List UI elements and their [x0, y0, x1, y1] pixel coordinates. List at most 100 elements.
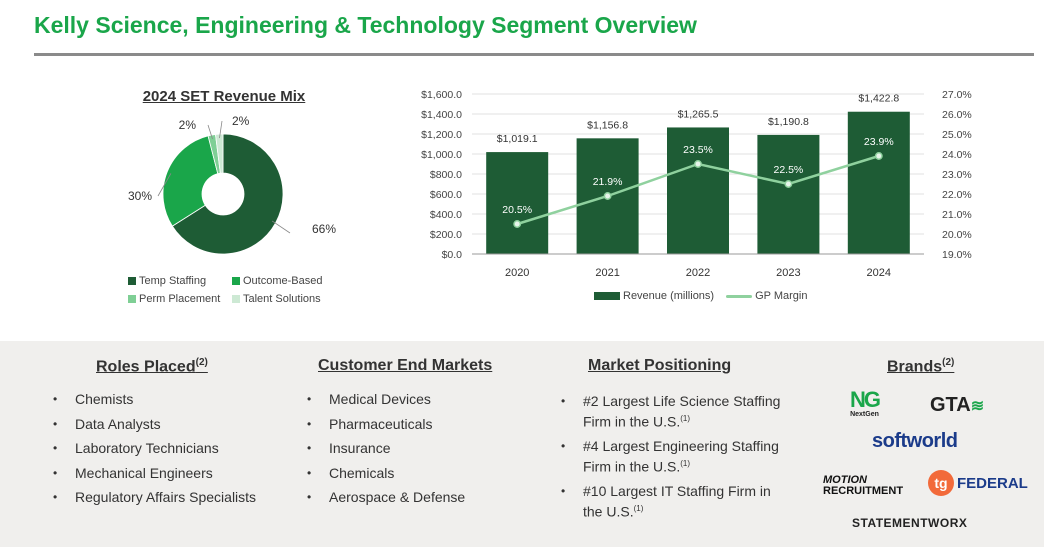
gp-margin-data-label: 23.5% — [683, 144, 713, 156]
x-tick-label: 2021 — [595, 267, 619, 279]
legend-label: GP Margin — [755, 290, 808, 302]
pie-slice-talent-solutions — [215, 133, 224, 174]
customer-end-markets-header: Customer End Markets — [318, 357, 493, 374]
y2-tick-label: 23.0% — [942, 169, 972, 181]
legend-swatch — [726, 294, 753, 298]
revenue-bar-2023 — [757, 134, 820, 254]
pie-slice-temp-staffing — [171, 133, 284, 255]
pie-leader-line — [157, 173, 172, 197]
legend-swatch — [594, 292, 620, 300]
y2-tick-label: 22.0% — [942, 189, 972, 201]
gp-margin-point — [603, 192, 612, 200]
list-item: Chemicals — [307, 465, 537, 482]
revenue-bar-2020 — [486, 152, 549, 254]
y-tick-label: $1,400.0 — [421, 109, 462, 121]
market-positioning-header: Market Positioning — [588, 357, 732, 374]
gp-margin-data-label: 21.9% — [593, 176, 623, 188]
gp-margin-point — [694, 160, 702, 168]
gta-logo: GTA≋ — [930, 394, 985, 416]
pie-leader-line — [207, 124, 213, 140]
y2-tick-label: 21.0% — [942, 209, 972, 221]
x-tick-label: 2020 — [505, 267, 529, 279]
pie-legend-item: Temp Staffing — [128, 275, 232, 287]
bar-legend-item: Revenue (millions) — [594, 290, 714, 302]
legend-label: Talent Solutions — [243, 293, 321, 305]
pie-slice-label: 66% — [312, 222, 336, 236]
revenue-mix-donut-chart: 66% 30% 2% 2% — [128, 114, 336, 255]
legend-swatch — [232, 295, 240, 303]
gp-margin-point — [784, 180, 793, 188]
softworld-logo: softworld — [872, 430, 958, 452]
pie-slice-label: 30% — [128, 189, 152, 203]
y-tick-label: $1,000.0 — [421, 149, 462, 161]
y-tick-label: $1,200.0 — [421, 129, 462, 141]
legend-swatch — [232, 277, 240, 285]
legend-swatch — [128, 277, 136, 285]
page-title: Kelly Science, Engineering & Technology … — [34, 12, 697, 38]
roles-placed-list: Chemists Data Analysts Laboratory Technici… — [53, 391, 283, 514]
list-item: Medical Devices — [307, 391, 537, 408]
tg-circle-icon: tg — [928, 470, 954, 496]
y2-tick-label: 25.0% — [942, 129, 972, 141]
pie-leader-line — [271, 220, 291, 234]
bar-chart-legend: Revenue (millions) GP Margin — [594, 290, 807, 302]
list-item: Regulatory Affairs Specialists — [53, 489, 283, 506]
y-tick-label: $1,600.0 — [421, 89, 462, 101]
pie-slice-label: 2% — [179, 118, 197, 132]
market-positioning-list: #2 Largest Life Science Staffing Firm in… — [561, 393, 791, 528]
tg-federal-logo: tg FEDERAL — [928, 470, 1028, 496]
legend-swatch — [128, 295, 136, 303]
list-item: Laboratory Technicians — [53, 440, 283, 457]
list-item: Pharmaceuticals — [307, 416, 537, 433]
pie-legend-item: Perm Placement — [128, 293, 232, 305]
revenue-bar-2022 — [667, 127, 729, 254]
y2-tick-label: 26.0% — [942, 109, 972, 121]
list-item: Aerospace & Defense — [307, 489, 537, 506]
title-divider — [34, 53, 1034, 56]
customer-end-markets-list: Medical Devices Pharmaceuticals Insurance C… — [307, 391, 537, 514]
legend-label: Perm Placement — [139, 293, 221, 305]
gp-margin-data-label: 20.5% — [502, 204, 532, 216]
list-item: #10 Largest IT Staffing Firm in the U.S.… — [561, 483, 791, 521]
revenue-data-label: $1,422.8 — [858, 93, 899, 105]
list-item: #4 Largest Engineering Staffing Firm in … — [561, 438, 791, 476]
y2-tick-label: 24.0% — [942, 149, 972, 161]
y2-tick-label: 20.0% — [942, 229, 972, 241]
gta-waves-icon: ≋ — [970, 398, 985, 415]
gp-margin-data-label: 22.5% — [774, 164, 804, 176]
revenue-data-label: $1,156.8 — [587, 119, 628, 131]
statementworx-logo: STATEMENTWORX — [852, 516, 968, 530]
x-tick-label: 2023 — [776, 267, 800, 279]
nextgen-logo: NG NextGen — [850, 387, 881, 419]
y2-tick-label: 27.0% — [942, 89, 972, 101]
legend-label: Revenue (millions) — [623, 290, 715, 302]
legend-label: Outcome-Based — [243, 275, 323, 287]
revenue-data-label: $1,019.1 — [497, 133, 538, 145]
brands-header: Brands(2) — [887, 357, 955, 376]
pie-leader-line — [219, 120, 223, 139]
brand-logos: NG NextGen GTA≋ softworld MOTION RECRUIT… — [820, 385, 1035, 545]
pie-legend: Temp Staffing Outcome-Based Perm Placement… — [128, 275, 348, 305]
list-item: Insurance — [307, 440, 537, 457]
y-tick-label: $800.0 — [430, 169, 462, 181]
y-tick-label: $0.0 — [442, 249, 463, 261]
revenue-bar-2024 — [847, 111, 910, 254]
list-item: #2 Largest Life Science Staffing Firm in… — [561, 393, 791, 431]
y-tick-label: $400.0 — [430, 209, 462, 221]
gp-margin-data-label: 23.9% — [864, 136, 894, 148]
y-tick-label: $600.0 — [430, 189, 462, 201]
bar-legend-item: GP Margin — [726, 290, 807, 302]
motion-recruitment-logo: MOTION RECRUITMENT — [823, 474, 904, 497]
pie-slice-label: 2% — [232, 114, 250, 128]
legend-label: Temp Staffing — [139, 275, 207, 287]
pie-slice-outcome-based — [162, 135, 219, 227]
x-tick-label: 2022 — [686, 267, 710, 279]
y2-tick-label: 19.0% — [942, 249, 972, 261]
gp-margin-point — [874, 152, 883, 160]
revenue-gp-margin-chart: $0.0 $200.0 $400.0 $600.0 $800.0 $1,000.0 $1,2… — [421, 89, 972, 279]
pie-chart-title: 2024 SET Revenue Mix — [142, 88, 306, 105]
list-item: Mechanical Engineers — [53, 465, 283, 482]
revenue-data-label: $1,265.5 — [678, 108, 719, 120]
gp-margin-point — [513, 220, 522, 228]
list-item: Data Analysts — [53, 416, 283, 433]
